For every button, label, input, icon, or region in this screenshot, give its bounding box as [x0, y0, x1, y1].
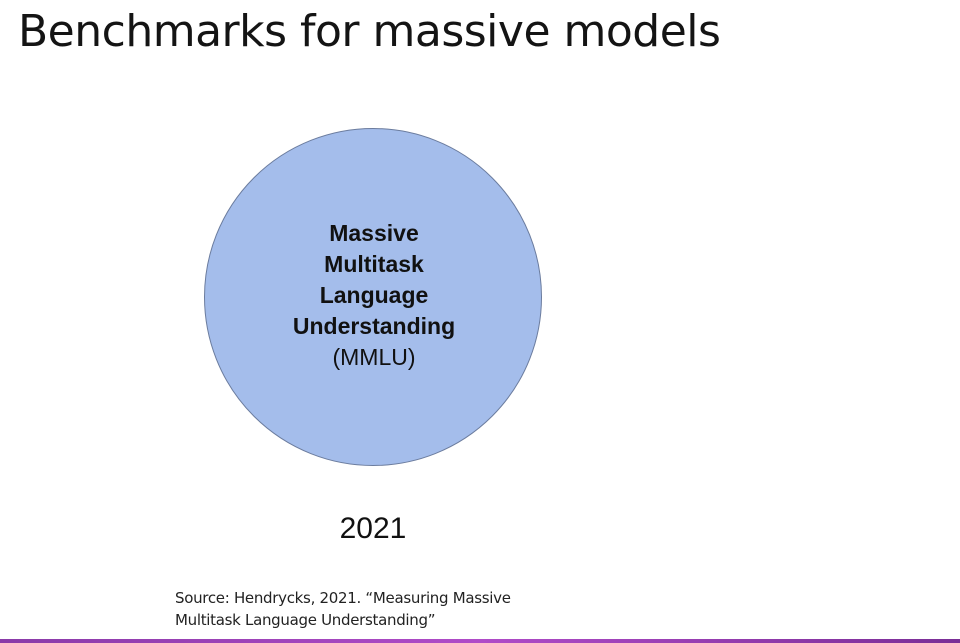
benchmark-name-line3: Language [319, 282, 429, 308]
benchmark-year: 2021 [339, 512, 407, 545]
benchmark-name-line4: Understanding [292, 313, 456, 339]
benchmark-circle [204, 128, 542, 466]
source-line2: Multitask Language Understanding” [175, 611, 436, 629]
bottom-accent-bar [0, 639, 960, 643]
source-line1: Source: Hendrycks, 2021. “Measuring Mass… [175, 589, 511, 607]
slide-title: Benchmarks for massive models [18, 6, 721, 57]
source-citation: Source: Hendrycks, 2021. “Measuring Mass… [175, 587, 595, 631]
benchmark-abbreviation: (MMLU) [332, 344, 416, 370]
benchmark-label: Massive Multitask Language Understanding… [224, 218, 524, 373]
benchmark-name-line2: Multitask [324, 251, 424, 277]
benchmark-name-line1: Massive [329, 220, 419, 246]
